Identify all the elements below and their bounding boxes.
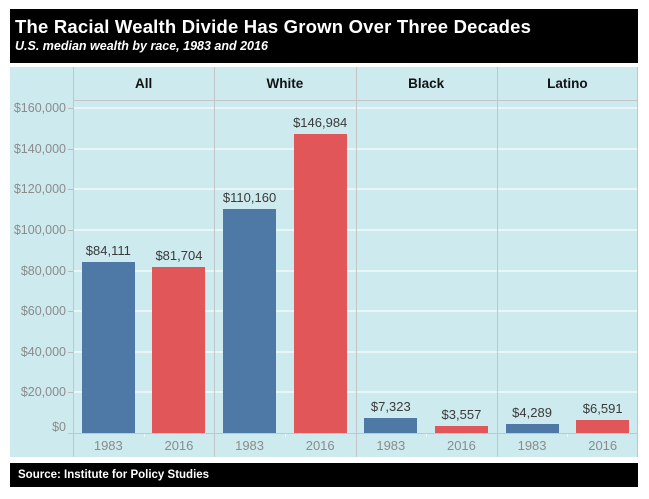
y-axis-tick-mark	[68, 351, 73, 353]
bar-value-label: $81,704	[155, 248, 203, 264]
y-axis-tick-mark	[68, 392, 73, 394]
panel-divider-line	[73, 67, 74, 457]
bar-2016-black	[434, 425, 488, 433]
panel-header-latino: Latino	[547, 76, 588, 91]
y-axis-tick-mark	[68, 189, 73, 191]
y-axis-tick-label: $120,000	[13, 182, 66, 197]
panel-header-white: White	[266, 76, 304, 91]
y-axis-tick-mark	[68, 108, 73, 109]
panel-header-all: All	[134, 76, 153, 91]
panel-divider-line	[496, 67, 498, 457]
y-axis-tick-label: $140,000	[13, 141, 66, 156]
x-axis-mid-tick	[426, 433, 428, 437]
panel-divider-line	[637, 67, 638, 457]
bar-1983-all	[81, 262, 135, 433]
bar-value-label: $6,591	[582, 400, 623, 416]
panel-header-black: Black	[408, 76, 445, 91]
x-axis-year-label: 1983	[517, 438, 547, 453]
x-axis-year-label: 2016	[164, 438, 194, 453]
y-axis-tick-label: $0	[52, 420, 66, 434]
x-axis-baseline	[68, 433, 638, 434]
chart-plot-area: $0 $20,000 $40,000 $60,000 $80,000 $100,000 $1…	[10, 67, 638, 457]
bar-2016-latino	[576, 419, 630, 433]
y-axis-tick-label: $20,000	[20, 385, 66, 400]
x-axis-year-label: 2016	[446, 438, 476, 453]
x-axis-year-label: 2016	[588, 438, 618, 453]
bar-1983-latino	[505, 424, 559, 433]
y-axis-tick-label: $60,000	[20, 304, 66, 319]
bar-value-label: $7,323	[370, 399, 411, 415]
x-axis-mid-tick	[284, 433, 286, 437]
x-axis-mid-tick	[567, 433, 569, 437]
x-axis-mid-tick	[143, 433, 145, 437]
source-bar: Source: Institute for Policy Studies	[10, 463, 638, 487]
y-axis-tick-label: $40,000	[20, 344, 66, 359]
bar-value-label: $146,984	[293, 115, 348, 131]
chart-header: The Racial Wealth Divide Has Grown Over …	[10, 9, 638, 63]
chart-title: The Racial Wealth Divide Has Grown Over …	[15, 16, 532, 37]
y-axis-tick-label: $100,000	[13, 222, 66, 237]
panel-divider-line	[355, 67, 357, 457]
panel-divider-line	[214, 67, 216, 457]
bar-2016-all	[152, 267, 206, 433]
chart-subtitle: U.S. median wealth by race, 1983 and 201…	[15, 39, 268, 53]
y-axis-tick-label: $160,000	[13, 101, 66, 115]
x-axis-year-label: 2016	[305, 438, 335, 453]
bar-2016-white	[293, 134, 347, 433]
x-axis-year-label: 1983	[93, 438, 123, 453]
y-axis-tick-mark	[68, 311, 73, 313]
bar-1983-white	[223, 209, 277, 433]
y-axis-tick-mark	[68, 270, 73, 272]
y-axis-tick-label: $80,000	[20, 263, 66, 278]
y-axis-tick-mark	[68, 229, 73, 231]
bar-1983-black	[364, 418, 418, 433]
bar-value-label: $3,557	[441, 406, 482, 422]
bar-value-label: $84,111	[85, 243, 131, 259]
x-axis-year-label: 1983	[235, 438, 265, 453]
x-axis-year-label: 1983	[376, 438, 406, 453]
bar-value-label: $4,289	[512, 405, 552, 421]
y-axis-tick-mark	[68, 148, 73, 150]
bar-value-label: $110,160	[222, 190, 277, 206]
